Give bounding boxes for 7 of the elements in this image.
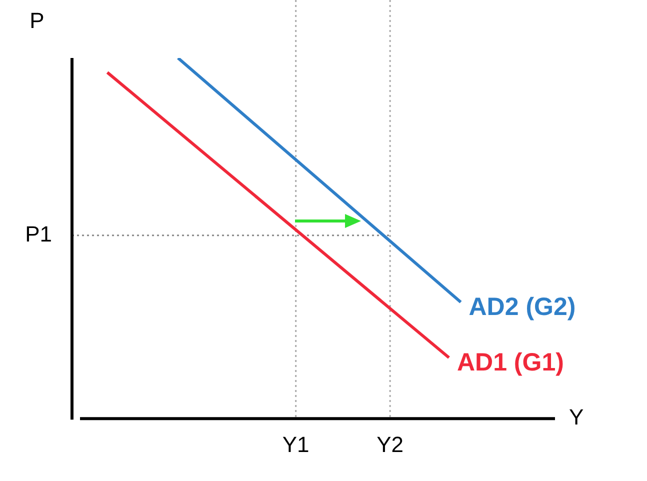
y-axis-title: P: [30, 8, 44, 34]
series-label: AD2 (G2): [468, 293, 576, 322]
series-label: AD1 (G1): [456, 348, 564, 377]
ref-line-label: P1: [25, 221, 52, 246]
x-axis-title: Y: [569, 404, 584, 430]
x-tick-label: Y2: [376, 432, 404, 457]
x-tick-label: Y1: [282, 432, 310, 457]
